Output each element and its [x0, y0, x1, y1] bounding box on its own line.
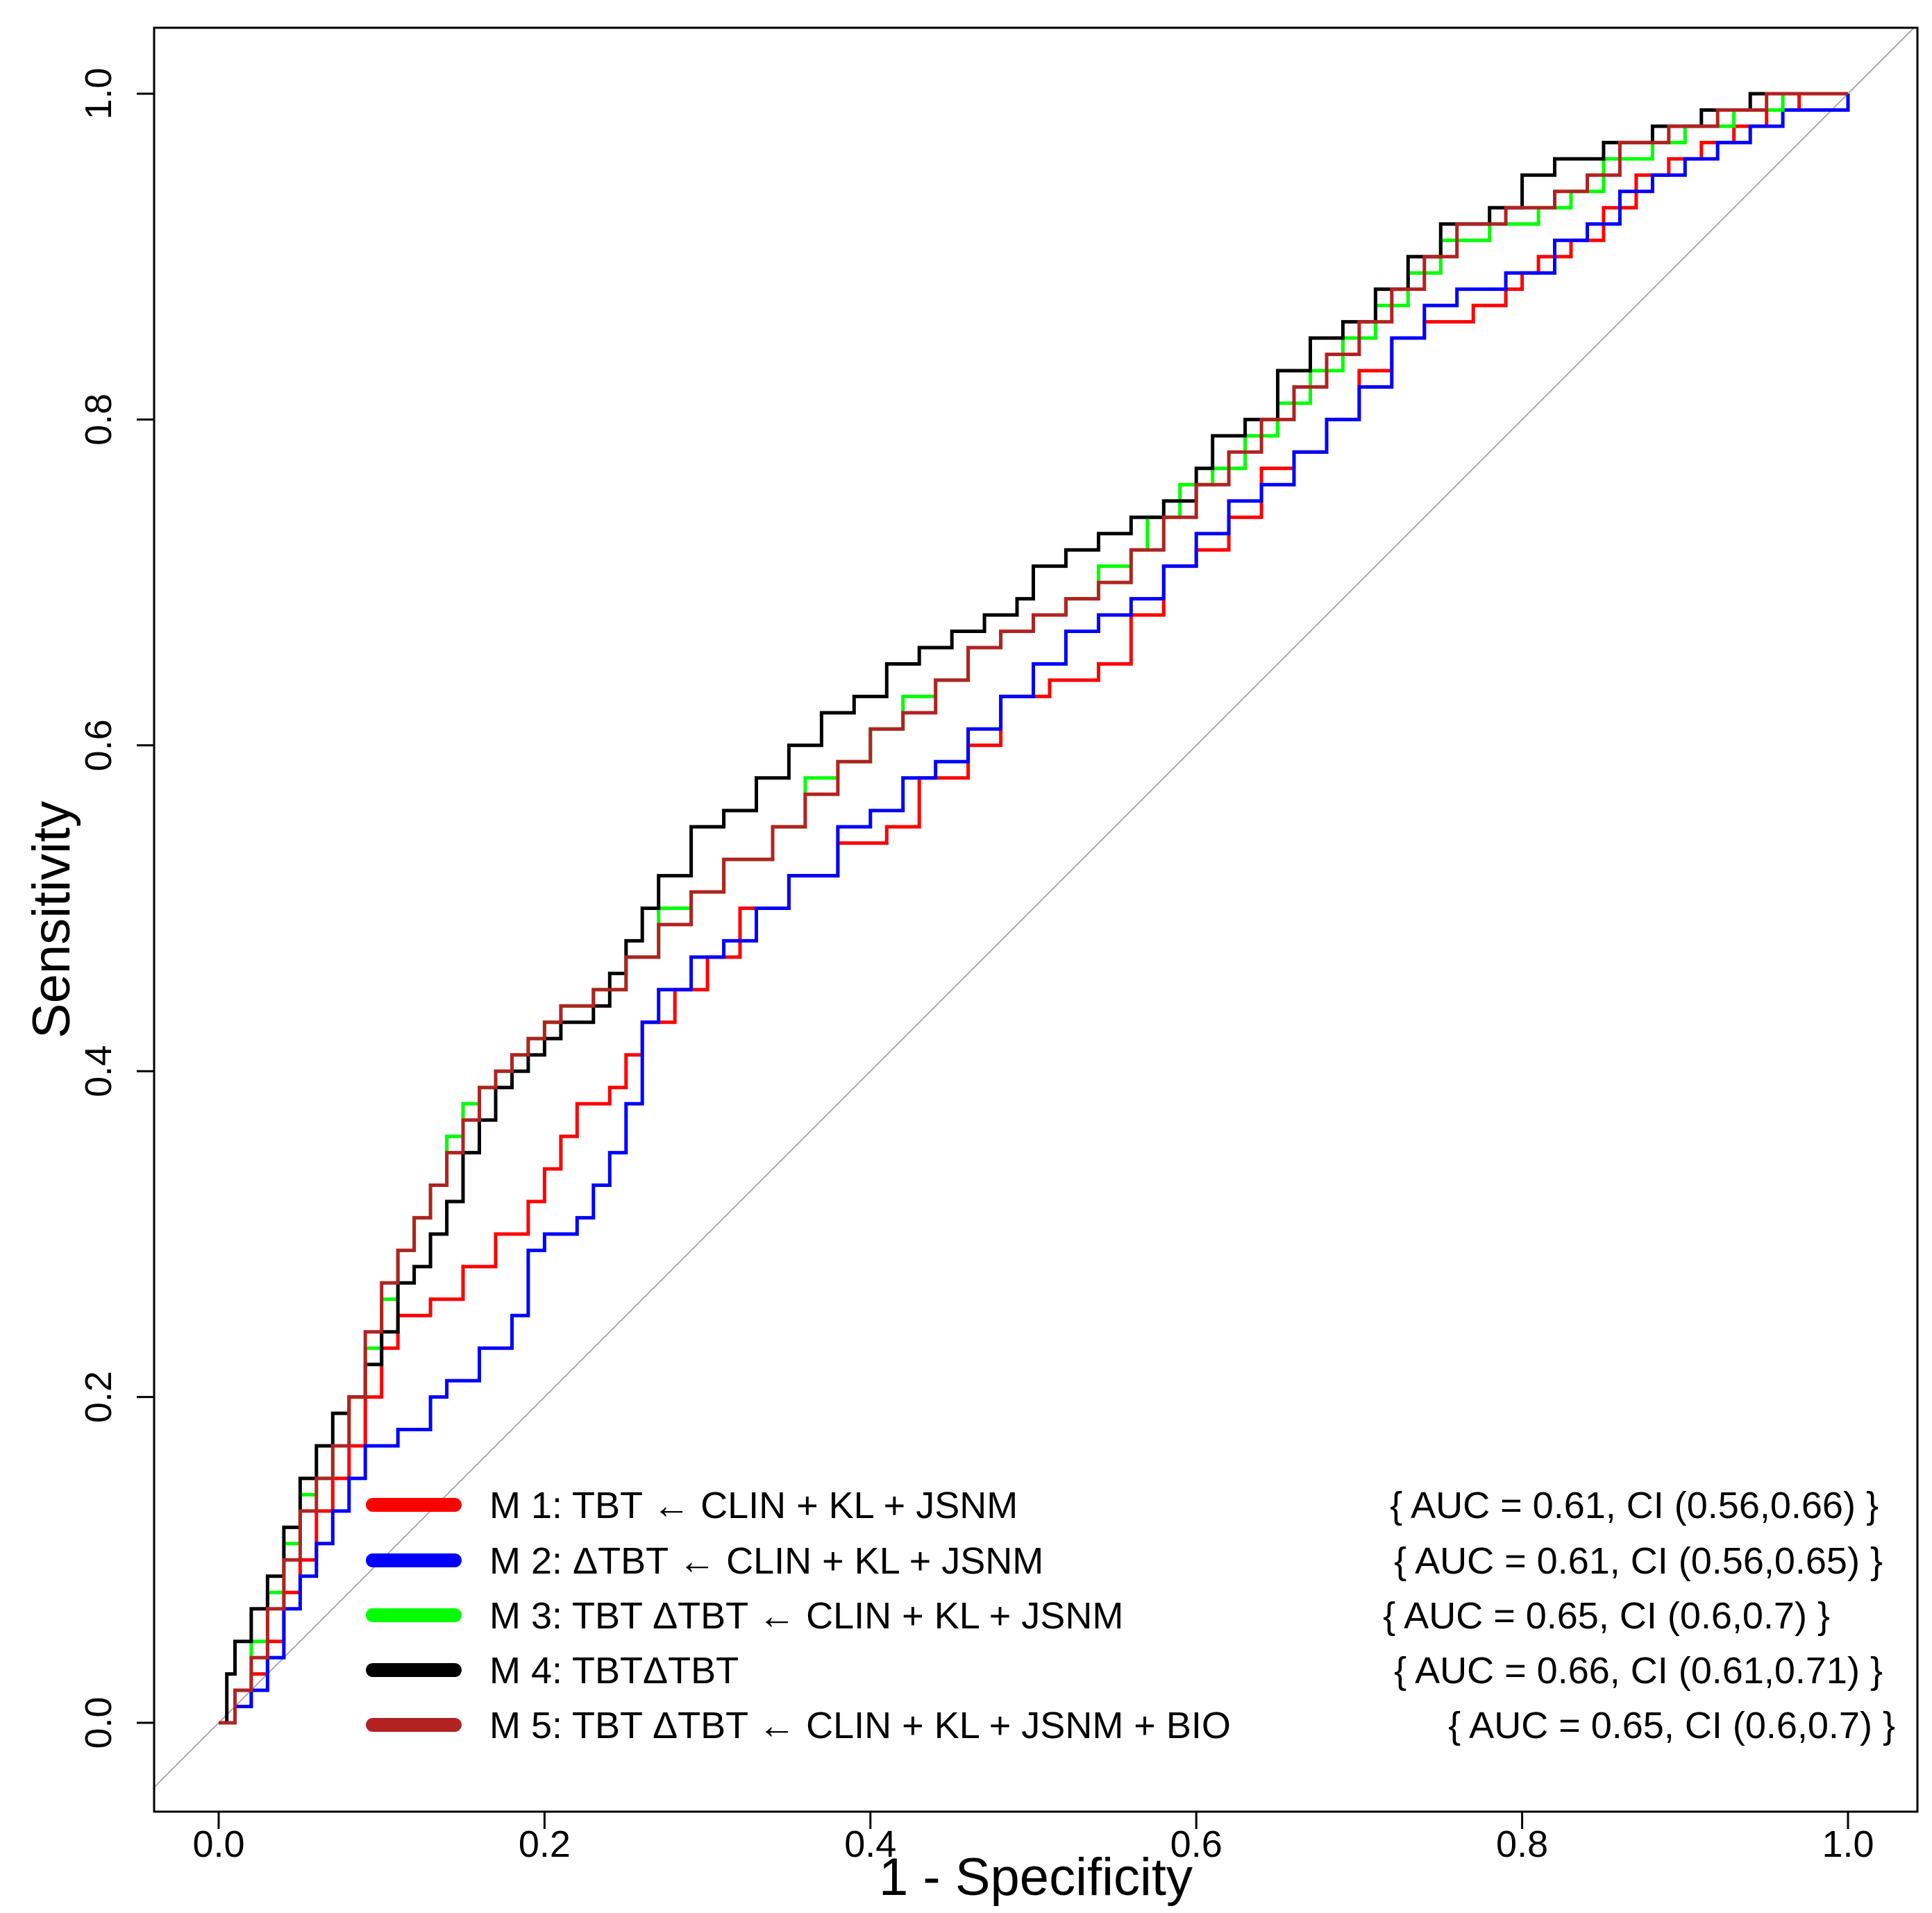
legend-auc-m5: { AUC = 0.65, CI (0.6,0.7) } — [1448, 1705, 1895, 1746]
x-tick-label: 0.2 — [519, 1823, 571, 1865]
y-tick-label: 0.8 — [78, 394, 119, 446]
legend-label-m3: M 3: TBT ΔTBT ← CLIN + KL + JSNM — [489, 1595, 1123, 1637]
legend-label-m5: M 5: TBT ΔTBT ← CLIN + KL + JSNM + BIO — [489, 1705, 1231, 1746]
legend-auc-m4: { AUC = 0.66, CI (0.61,0.71) } — [1394, 1650, 1883, 1692]
y-tick-label: 0.4 — [78, 1045, 119, 1097]
y-tick-label: 1.0 — [78, 67, 119, 119]
legend-auc-m2: { AUC = 0.61, CI (0.56,0.65) } — [1394, 1540, 1883, 1582]
x-axis: 0.0 0.2 0.4 0.6 0.8 1.0 — [192, 1810, 1874, 1865]
x-tick-label: 0.6 — [1170, 1823, 1223, 1865]
y-axis: 0.0 0.2 0.4 0.6 0.8 1.0 — [78, 67, 156, 1749]
roc-curve-m5 — [219, 92, 1848, 1725]
x-axis-title: 1 - Specificity — [879, 1848, 1193, 1907]
legend: M 1: TBT ← CLIN + KL + JSNM { AUC = 0.61,… — [366, 1485, 1895, 1746]
legend-auc-m1: { AUC = 0.61, CI (0.56,0.66) } — [1390, 1485, 1879, 1526]
legend-label-m4: M 4: TBTΔTBT — [489, 1650, 739, 1692]
series-layer — [219, 92, 1850, 1725]
roc-curve-m2 — [219, 94, 1850, 1725]
y-tick-label: 0.2 — [78, 1371, 119, 1423]
x-tick-label: 0.8 — [1496, 1823, 1548, 1865]
legend-label-m2: M 2: ΔTBT ← CLIN + KL + JSNM — [489, 1540, 1043, 1582]
reference-layer — [152, 27, 1915, 1789]
legend-auc-m3: { AUC = 0.65, CI (0.6,0.7) } — [1383, 1595, 1830, 1637]
roc-curve-m3 — [219, 92, 1848, 1725]
x-tick-label: 0.0 — [192, 1823, 244, 1865]
x-tick-label: 1.0 — [1822, 1823, 1874, 1865]
y-axis-title: Sensitivity — [22, 801, 81, 1038]
legend-label-m1: M 1: TBT ← CLIN + KL + JSNM — [489, 1485, 1018, 1526]
x-tick-label: 0.4 — [844, 1823, 896, 1865]
reference-diagonal — [152, 27, 1915, 1789]
y-tick-label: 0.6 — [78, 719, 119, 771]
y-tick-label: 0.0 — [78, 1696, 119, 1748]
